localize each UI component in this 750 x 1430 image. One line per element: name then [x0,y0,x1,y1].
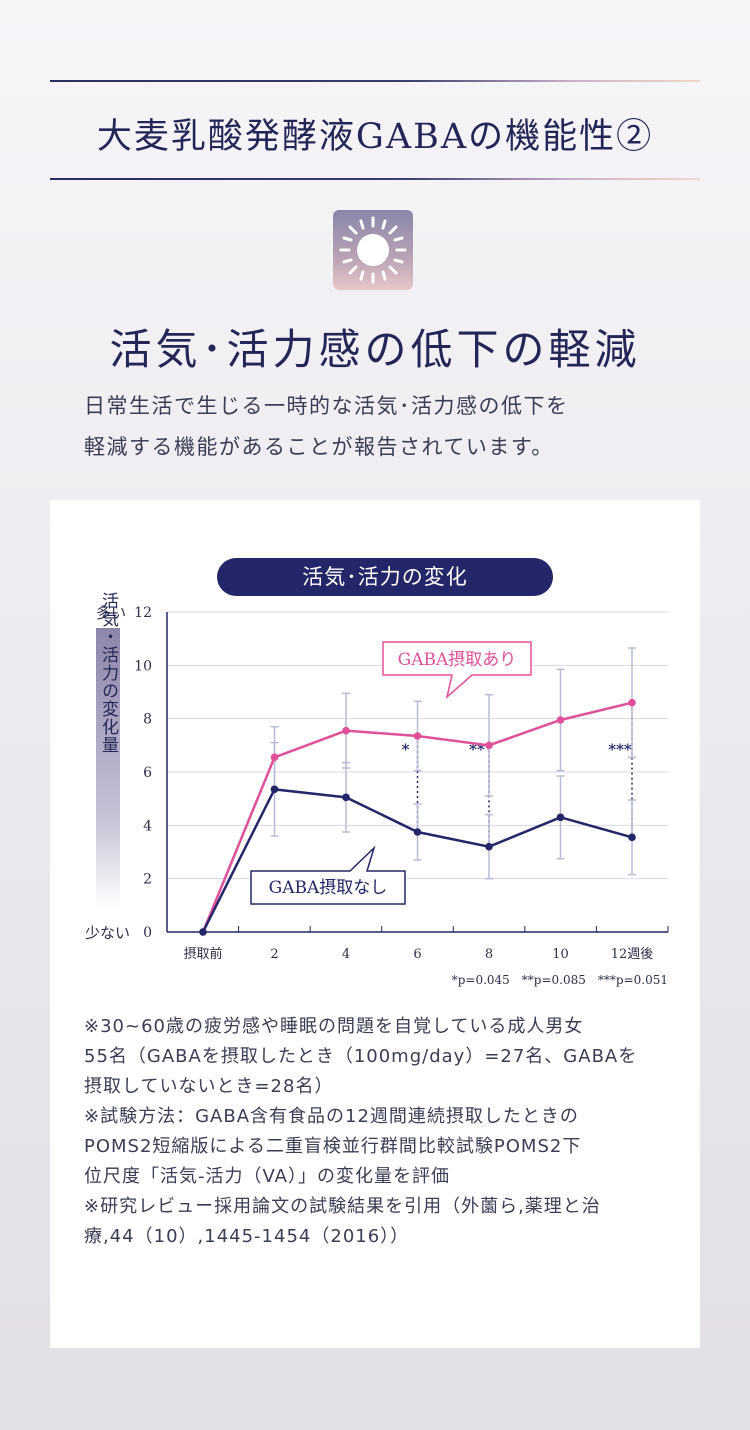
footnote-line: ※30~60歳の疲労感や睡眠の問題を自覚している成人男女 [84,1016,584,1037]
footnote-line: 療,44（10）,1445-1454（2016）） [84,1226,410,1247]
footnote-line: 55名（GABAを摂取したとき（100mg/day）=27名、GABAを [84,1046,638,1067]
page-title: 大麦乳酸発酵液GABAの機能性② [96,117,654,157]
footnote-line: 摂取していないとき=28名） [84,1076,334,1097]
footnote-line: POMS2短縮版による二重盲検並行群間比較試験POMS2下 [84,1136,582,1157]
sun-icon [333,210,413,290]
chart-title: 活気･活力の変化 [217,558,553,596]
bottom-rule [50,178,700,180]
intro-text: 日常生活で生じる一時的な活気･活力感の低下を 軽減する機能があることが報告されて… [84,386,684,468]
footnote-line: ※研究レビュー採用論文の試験結果を引用（外薗ら,薬理と治 [84,1196,601,1217]
intro-line: 軽減する機能があることが報告されています。 [84,435,554,459]
section-headline: 活気･活力感の低下の軽減 [109,325,641,374]
footnote-line: ※試験方法：GABA含有食品の12週間連続摂取したときの [84,1106,579,1127]
footnote-line: 位尺度「活気-活力（VA）」の変化量を評価 [84,1166,450,1187]
footnotes: ※30~60歳の疲労感や睡眠の問題を自覚している成人男女 55名（GABAを摂取… [84,1012,684,1252]
top-rule [50,80,700,82]
intro-line: 日常生活で生じる一時的な活気･活力感の低下を [84,394,569,418]
